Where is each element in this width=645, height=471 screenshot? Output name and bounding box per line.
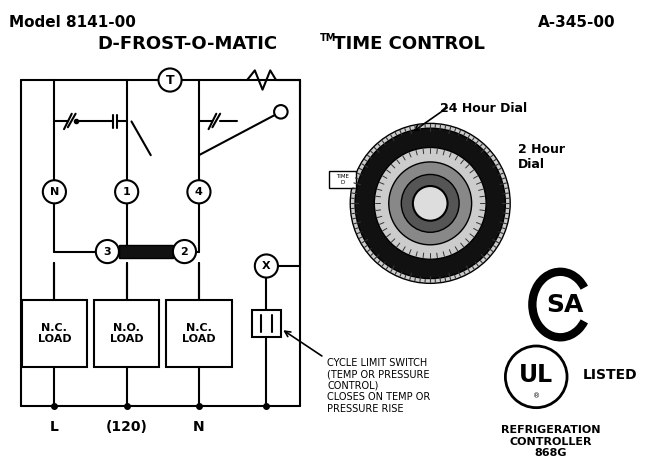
Text: LISTED: LISTED bbox=[582, 368, 637, 382]
Text: SA: SA bbox=[546, 292, 584, 317]
Circle shape bbox=[355, 128, 506, 278]
Text: CYCLE LIMIT SWITCH
(TEMP OR PRESSURE
CONTROL)
CLOSES ON TEMP OR
PRESSURE RISE: CYCLE LIMIT SWITCH (TEMP OR PRESSURE CON… bbox=[327, 357, 430, 414]
Circle shape bbox=[115, 180, 138, 203]
Circle shape bbox=[374, 147, 486, 259]
Text: 3: 3 bbox=[104, 246, 111, 257]
Text: N: N bbox=[50, 187, 59, 197]
Text: 24 Hour Dial: 24 Hour Dial bbox=[440, 102, 527, 115]
Text: X: X bbox=[262, 261, 271, 271]
Text: N.C.
LOAD: N.C. LOAD bbox=[37, 323, 71, 344]
Bar bbox=[329, 171, 356, 188]
Circle shape bbox=[389, 162, 471, 245]
Text: (120): (120) bbox=[106, 420, 148, 434]
Bar bbox=[119, 245, 173, 258]
Bar bbox=[166, 300, 232, 367]
Circle shape bbox=[274, 105, 288, 119]
Bar bbox=[22, 300, 87, 367]
Circle shape bbox=[96, 240, 119, 263]
Text: L: L bbox=[50, 420, 59, 434]
Text: Model 8141-00: Model 8141-00 bbox=[9, 16, 136, 31]
Bar bbox=[252, 310, 281, 337]
Text: TIME CONTROL: TIME CONTROL bbox=[327, 35, 485, 53]
Text: ®: ® bbox=[533, 393, 540, 399]
Text: UL: UL bbox=[519, 363, 553, 387]
Text: N.C.
LOAD: N.C. LOAD bbox=[182, 323, 215, 344]
Text: REFRIGERATION
CONTROLLER
868G: REFRIGERATION CONTROLLER 868G bbox=[501, 425, 600, 458]
Circle shape bbox=[159, 68, 182, 91]
Text: T: T bbox=[166, 73, 174, 87]
Bar bbox=[94, 300, 159, 367]
Text: 1: 1 bbox=[123, 187, 130, 197]
Text: A-345-00: A-345-00 bbox=[537, 16, 615, 31]
Circle shape bbox=[173, 240, 196, 263]
Circle shape bbox=[43, 180, 66, 203]
Text: 2 Hour
Dial: 2 Hour Dial bbox=[518, 143, 565, 171]
Circle shape bbox=[350, 123, 510, 284]
Circle shape bbox=[401, 174, 459, 232]
Circle shape bbox=[506, 346, 567, 408]
Text: N.O.
LOAD: N.O. LOAD bbox=[110, 323, 143, 344]
Text: N: N bbox=[193, 420, 204, 434]
Circle shape bbox=[187, 180, 210, 203]
Circle shape bbox=[413, 186, 448, 221]
Circle shape bbox=[255, 254, 278, 277]
Text: 2: 2 bbox=[181, 246, 188, 257]
Text: TM: TM bbox=[319, 33, 336, 43]
Text: 4: 4 bbox=[195, 187, 203, 197]
Text: TIME
D: TIME D bbox=[336, 174, 349, 185]
Text: D-FROST-O-MATIC: D-FROST-O-MATIC bbox=[98, 35, 278, 53]
